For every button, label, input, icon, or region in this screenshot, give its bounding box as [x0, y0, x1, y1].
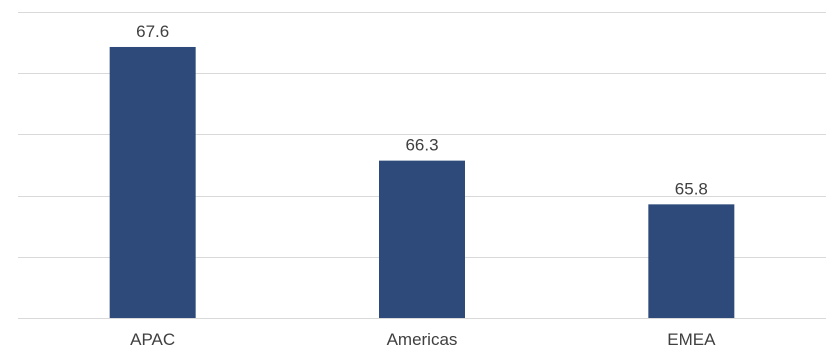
bar-apac: [109, 46, 196, 318]
value-labels: 67.6 66.3 65.8: [136, 22, 708, 198]
data-label-americas: 66.3: [405, 136, 438, 155]
x-tick-label-americas: Americas: [387, 330, 458, 349]
x-tick-label-apac: APAC: [130, 330, 175, 349]
x-axis-tick-labels: APAC Americas EMEA: [130, 330, 716, 349]
data-label-emea: 65.8: [675, 179, 708, 198]
bar-emea: [648, 204, 735, 318]
bars: [109, 46, 735, 318]
x-tick-label-emea: EMEA: [667, 330, 716, 349]
data-label-apac: 67.6: [136, 22, 169, 41]
bar-americas: [379, 160, 465, 318]
